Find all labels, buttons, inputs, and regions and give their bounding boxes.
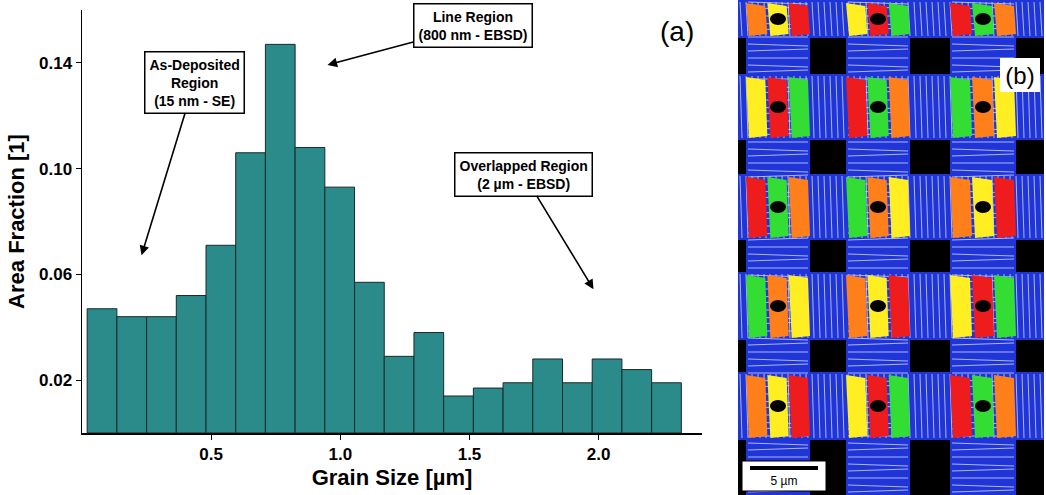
svg-text:0.06: 0.06: [39, 265, 72, 284]
svg-text:2.0: 2.0: [587, 445, 611, 464]
svg-text:As-DepositedRegion(15 nm - SE): As-DepositedRegion(15 nm - SE): [150, 57, 240, 109]
svg-text:Grain Size [µm]: Grain Size [µm]: [312, 465, 473, 490]
svg-text:0.5: 0.5: [199, 445, 223, 464]
svg-text:(a): (a): [660, 16, 694, 47]
svg-text:1.5: 1.5: [458, 445, 482, 464]
svg-text:Line Region(800 nm - EBSD): Line Region(800 nm - EBSD): [419, 9, 528, 43]
svg-text:0.14: 0.14: [39, 54, 73, 73]
svg-text:Overlapped Region(2 µm - EBSD): Overlapped Region(2 µm - EBSD): [460, 158, 588, 192]
svg-text:(b): (b): [1005, 62, 1034, 89]
svg-text:1.0: 1.0: [329, 445, 353, 464]
svg-text:5 µm: 5 µm: [771, 474, 798, 488]
svg-text:0.02: 0.02: [39, 371, 72, 390]
svg-text:0.10: 0.10: [39, 160, 72, 179]
svg-text:Area Fraction [1]: Area Fraction [1]: [4, 134, 29, 309]
